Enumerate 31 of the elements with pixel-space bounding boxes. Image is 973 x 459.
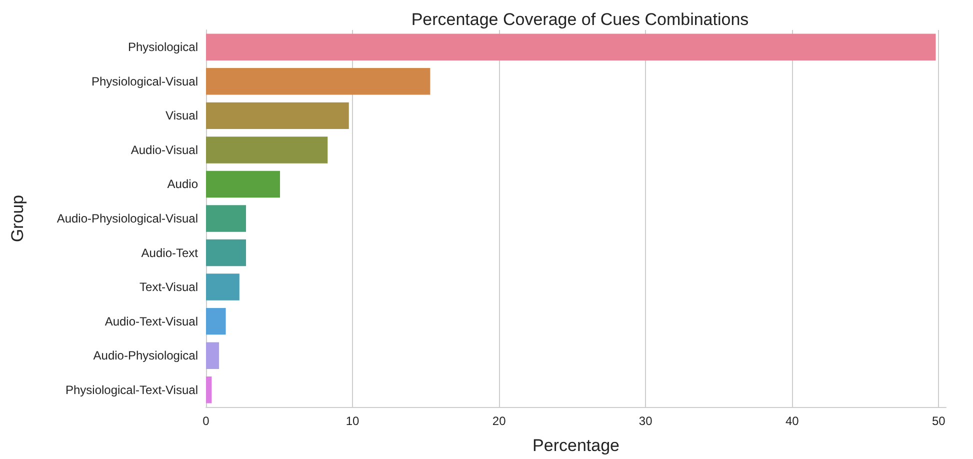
x-tick-label: 0	[202, 414, 210, 428]
y-axis-title: Group	[8, 194, 27, 242]
x-tick-label: 20	[492, 414, 506, 428]
y-tick-label: Audio-Text-Visual	[104, 314, 198, 328]
y-tick-label: Text-Visual	[140, 280, 198, 294]
y-tick-label: Audio	[167, 177, 198, 192]
bar	[206, 68, 430, 95]
bar	[206, 170, 280, 198]
x-tick-label: 40	[785, 414, 800, 428]
y-tick-label: Visual	[166, 108, 198, 123]
y-tick-label: Physiological-Visual	[92, 74, 198, 88]
x-tick-label: 10	[346, 414, 360, 428]
x-tick-label: 30	[638, 414, 653, 428]
y-tick-label: Audio-Text	[141, 246, 199, 260]
x-axis-title: Percentage	[532, 436, 620, 455]
x-tick-label: 50	[932, 414, 946, 428]
y-tick-label: Physiological	[128, 40, 198, 54]
bar	[206, 205, 246, 232]
y-tick-label: Physiological-Text-Visual	[65, 382, 198, 397]
bar	[206, 308, 226, 335]
bar	[206, 102, 349, 130]
y-tick-label: Audio-Physiological	[93, 348, 198, 363]
bar	[206, 136, 328, 164]
bar	[206, 239, 246, 266]
bar	[206, 34, 936, 61]
bar	[206, 342, 220, 369]
y-tick-label: Audio-Physiological-Visual	[56, 212, 198, 226]
bar	[206, 274, 240, 300]
y-tick-label: Audio-Visual	[130, 142, 198, 157]
bar	[206, 376, 212, 404]
chart-title: Percentage Coverage of Cues Combinations	[411, 10, 749, 29]
